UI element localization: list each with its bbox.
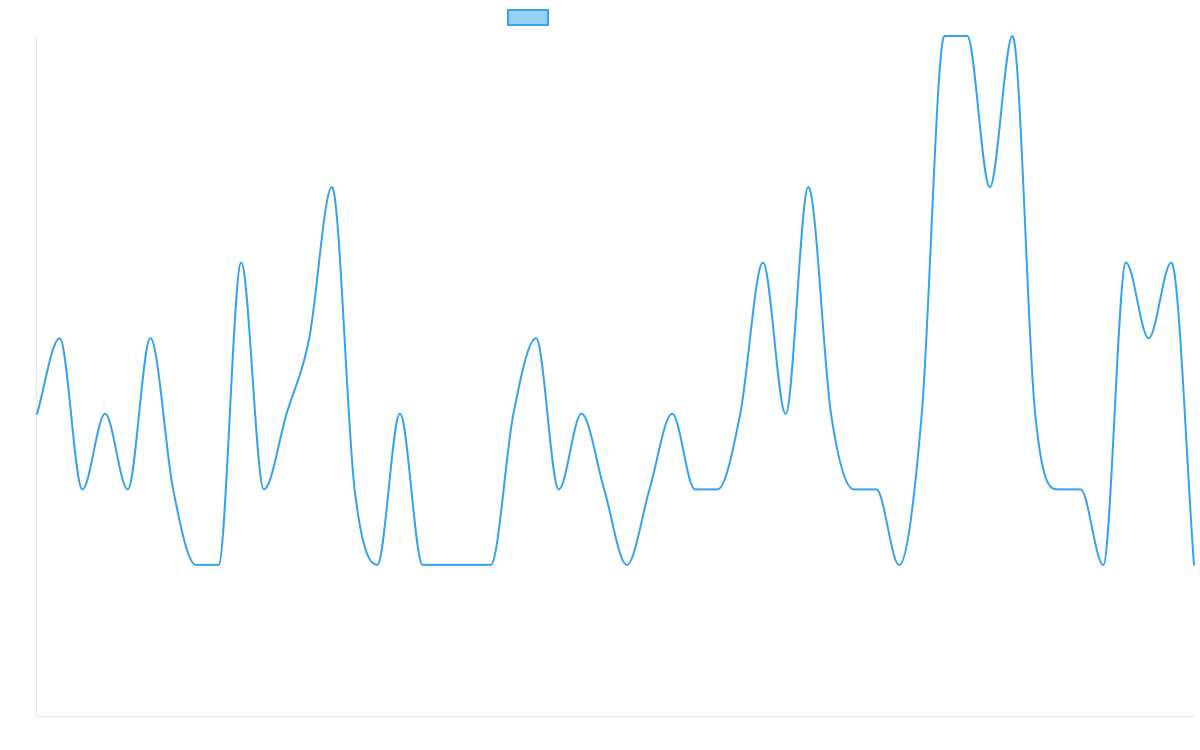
series-layer xyxy=(36,35,1195,566)
legend[interactable] xyxy=(507,9,549,26)
legend-swatch-series-1[interactable] xyxy=(507,9,549,26)
series-line-1 xyxy=(36,35,1195,566)
